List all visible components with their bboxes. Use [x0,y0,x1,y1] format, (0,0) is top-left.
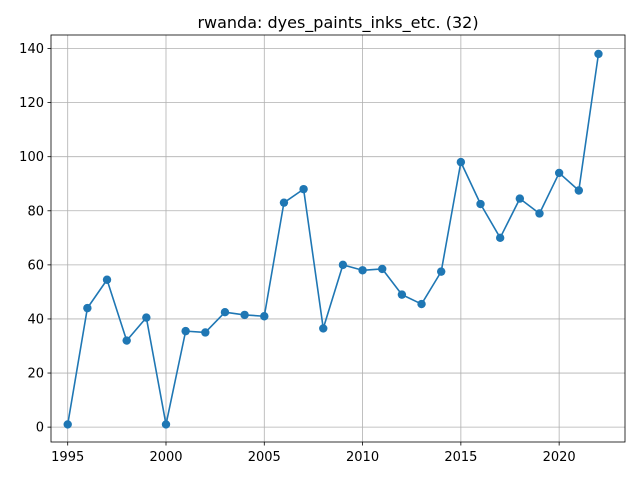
data-point [161,420,171,429]
data-point [397,290,407,299]
y-tick-label: 60 [27,258,44,273]
data-point [299,184,308,194]
data-point [476,199,485,209]
data-point [279,198,289,207]
data-point [220,307,230,317]
x-tick-label: 2010 [346,450,379,465]
y-tick-label: 100 [19,150,44,165]
chart-title: rwanda: dyes_paints_inks_etc. (32) [197,13,478,33]
data-point [338,260,348,270]
data-point [535,209,544,218]
data-point [594,49,603,59]
y-tick-label: 0 [36,421,44,436]
y-tick-label: 120 [19,96,44,111]
series-line [66,53,600,426]
data-point [142,313,151,322]
data-point [260,312,269,321]
data-point [83,303,92,313]
data-point [102,275,112,284]
x-tick-label: 2015 [444,450,477,465]
data-point [240,310,249,320]
data-point [417,299,426,309]
data-point [437,267,446,276]
data-point [515,194,525,203]
x-tick-label: 2000 [149,450,182,465]
y-tick-label: 80 [27,204,44,219]
data-point [456,157,466,167]
data-point [378,264,387,274]
x-tick-label: 2020 [543,450,576,465]
data-point [495,233,505,243]
data-point [63,420,72,429]
data-point [181,326,190,336]
data-point [574,186,584,195]
y-tick-label: 40 [27,312,44,327]
grid [51,35,625,442]
x-tick-label: 1995 [51,450,84,465]
axes-frame [50,34,626,443]
data-point [201,328,210,337]
data-point [554,168,564,178]
y-tick-label: 140 [19,42,44,57]
data-point [122,336,131,345]
data-point [358,266,367,275]
axis-ticks: 1995 2000 2005 2010 2015 2020 0 20 40 60 80 100 120 1… [19,42,576,465]
series-layer [63,49,603,429]
data-point [319,324,328,333]
x-tick-label: 2005 [248,450,281,465]
y-tick-label: 20 [27,367,44,382]
